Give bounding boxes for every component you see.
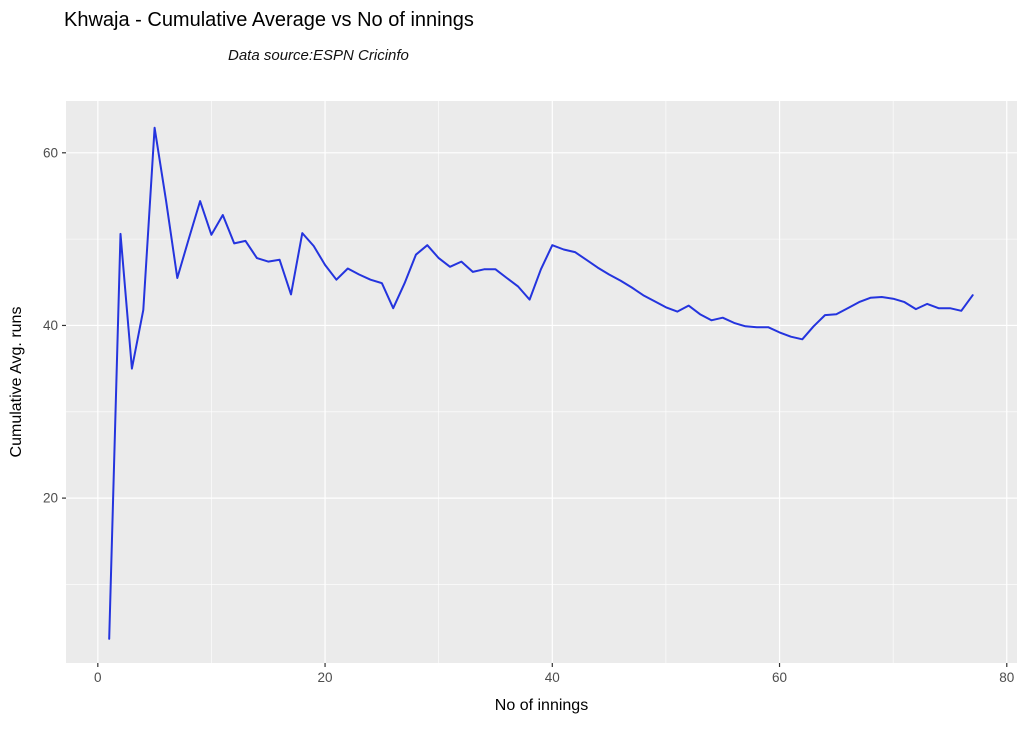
x-tick-label: 40 [545,670,560,685]
y-tick-label: 60 [43,145,58,160]
y-tick-label: 40 [43,318,58,333]
chart-title: Khwaja - Cumulative Average vs No of inn… [64,9,474,31]
chart-subtitle: Data source:ESPN Cricinfo [228,47,409,64]
data-line-cumulative-average [108,126,974,640]
x-tick-label: 80 [999,670,1014,685]
y-axis-title: Cumulative Avg. runs [8,306,25,458]
x-tick-label: 20 [318,670,333,685]
y-tick-label: 20 [43,491,58,506]
panel-background [66,101,1017,663]
x-tick-label: 60 [772,670,787,685]
x-tick-label: 0 [94,670,102,685]
x-axis-title: No of innings [494,697,589,714]
